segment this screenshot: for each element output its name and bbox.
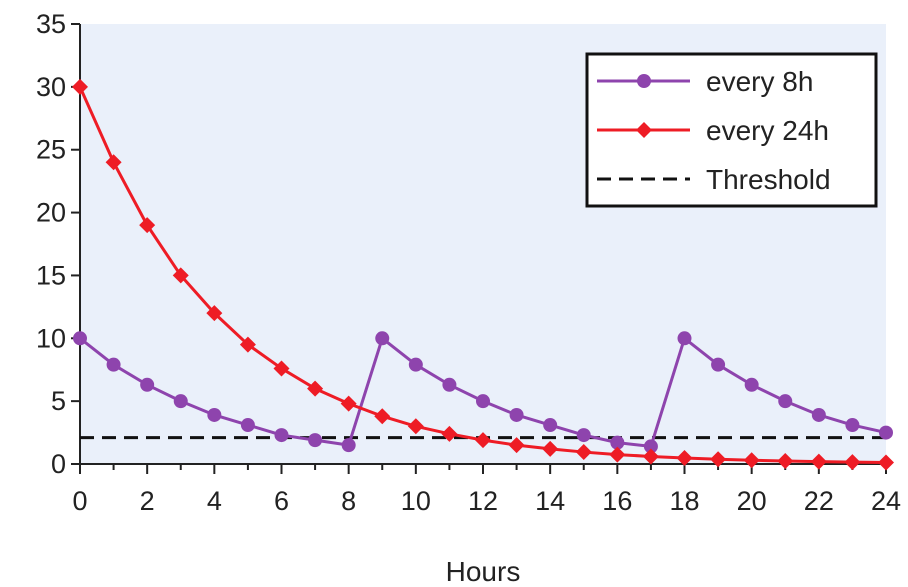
series-every-24h [72,78,894,471]
x-tick-label: 20 [737,486,767,516]
y-tick-label: 0 [51,449,66,479]
x-tick-label: 14 [535,486,565,516]
data-point [207,407,222,422]
data-point [810,453,827,470]
x-tick-label: 2 [140,486,155,516]
data-point [374,408,391,425]
data-point [542,440,559,457]
data-point [643,439,658,454]
data-point [676,449,693,466]
data-point [845,418,860,433]
data-point [274,428,289,443]
y-tick-label: 35 [36,9,66,39]
data-point [206,305,223,322]
x-tick-label: 24 [871,486,901,516]
data-point [744,377,759,392]
data-point [878,454,894,471]
y-tick-label: 5 [51,386,66,416]
x-tick-label: 4 [207,486,222,516]
x-tick-label: 12 [468,486,498,516]
y-tick-label: 15 [36,260,66,290]
data-point [543,418,558,433]
x-axis-title: Hours [446,556,521,587]
data-point [711,357,726,372]
data-point [407,418,424,435]
data-point [476,394,490,409]
x-tick-label: 22 [804,486,834,516]
data-point [140,377,155,392]
legend: every 8h every 24h Threshold [585,52,878,208]
series-every-8h [73,331,893,454]
series-layer [72,78,894,471]
data-point [173,394,188,409]
data-point [340,395,357,412]
data-point [677,331,692,346]
data-point [408,357,423,372]
data-point [509,407,524,422]
data-point [308,433,323,448]
data-point [139,217,156,234]
data-point [575,444,592,461]
data-point [576,428,591,443]
data-point [73,331,87,346]
legend-marker [636,122,652,138]
data-point [240,418,255,433]
data-point [442,377,457,392]
x-tick-label: 0 [72,486,87,516]
data-point [106,357,121,372]
data-point [710,451,727,468]
data-point [375,331,390,346]
x-tick-label: 6 [274,486,289,516]
data-point [341,438,356,453]
x-tick-label: 16 [602,486,632,516]
data-point [642,448,659,465]
data-point [508,437,525,454]
data-point [609,446,626,463]
data-point [778,394,793,409]
data-point [307,380,324,397]
legend-label: Threshold [706,164,831,195]
legend-label: every 8h [706,66,813,97]
y-tick-label: 10 [36,323,66,353]
data-point [441,425,458,442]
data-point [239,336,256,353]
x-tick-label: 10 [401,486,431,516]
data-point [879,425,893,440]
data-point [172,267,189,284]
data-point [844,454,861,471]
data-point [610,435,625,450]
data-point [743,452,760,469]
x-tick-label: 18 [669,486,699,516]
y-tick-label: 20 [36,198,66,228]
data-point [72,78,88,95]
data-point [105,154,122,171]
y-tick-label: 25 [36,135,66,165]
x-tick-label: 8 [341,486,356,516]
data-point [273,360,290,377]
data-point [475,432,491,449]
data-point [811,407,826,422]
legend-marker [637,74,651,88]
legend-label: every 24h [706,115,829,146]
data-point [777,452,794,469]
y-tick-label: 30 [36,72,66,102]
